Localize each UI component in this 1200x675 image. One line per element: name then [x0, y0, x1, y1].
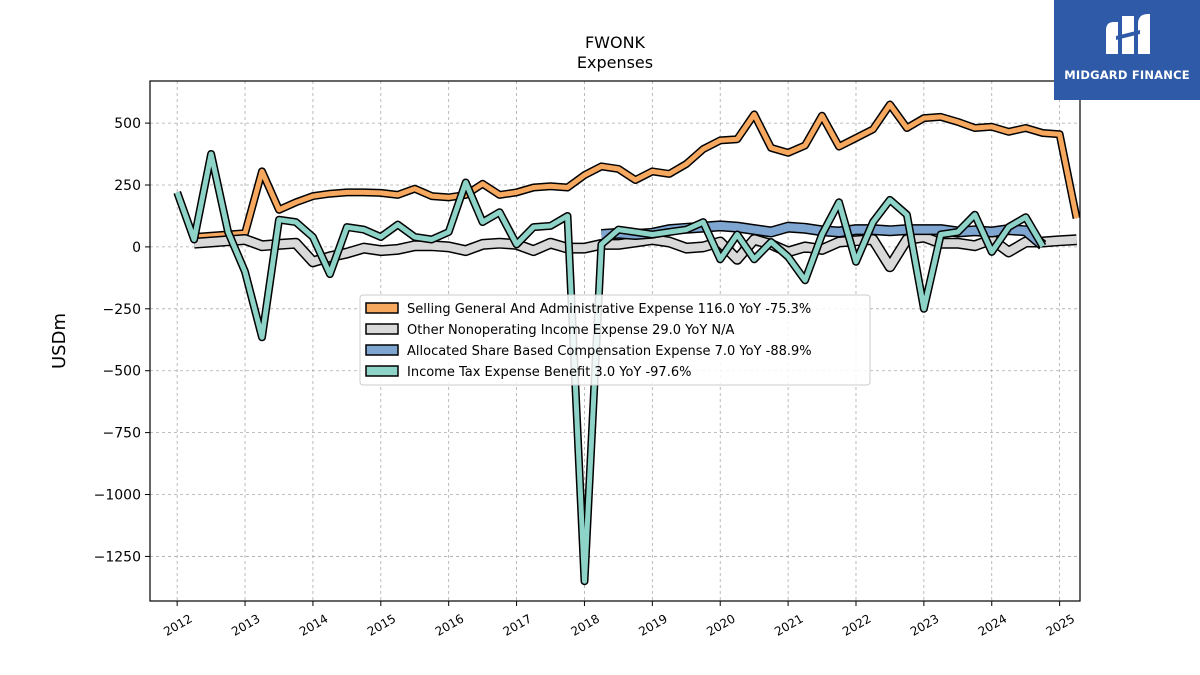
x-tick-label: 2012: [161, 611, 194, 638]
x-tick-label: 2014: [297, 611, 330, 638]
y-tick-label: −750: [103, 426, 141, 442]
plot-frame: [149, 80, 1081, 602]
legend-swatch: [365, 365, 399, 377]
x-tick-label: 2016: [433, 611, 466, 638]
x-tick-label: 2024: [976, 611, 1009, 638]
x-tick-label: 2019: [636, 611, 669, 638]
legend-entry-label: Other Nonoperating Income Expense 29.0 Y…: [407, 323, 735, 338]
midgard-m-logo-icon: [1106, 14, 1150, 54]
x-tick-label: 2021: [772, 611, 805, 638]
y-tick-label: 250: [114, 178, 141, 194]
x-tick-label: 2015: [365, 611, 398, 638]
legend-entry-label: Selling General And Administrative Expen…: [407, 302, 811, 317]
y-axis-label: USDm: [49, 313, 70, 369]
x-tick-label: 2023: [908, 611, 941, 638]
y-tick-label: 500: [114, 116, 141, 132]
series-line-selling-general-and-administrative-expense: [193, 102, 1080, 240]
x-tick-label: 2017: [501, 611, 534, 638]
series-layer: [173, 100, 1081, 586]
series-outline-selling-general-and-administrative-expense: [193, 100, 1081, 241]
y-tick-label: 0: [132, 240, 141, 256]
x-tick-label: 2018: [568, 611, 601, 638]
chart-title: FWONK: [585, 33, 646, 52]
series-line-income-tax-expense-benefit: [174, 151, 1045, 584]
x-tick-label: 2022: [840, 611, 873, 638]
logo-text: MIDGARD FINANCE: [1064, 68, 1190, 82]
legend-swatch: [365, 344, 399, 356]
legend-entry-label: Income Tax Expense Benefit 3.0 YoY -97.6…: [407, 365, 691, 380]
y-tick-label: −250: [103, 302, 141, 318]
legend-entry-label: Allocated Share Based Compensation Expen…: [407, 344, 812, 359]
legend-box: [359, 294, 871, 386]
y-tick-label: −1250: [94, 549, 141, 565]
legend-swatch: [365, 323, 399, 335]
midgard-finance-logo: MIDGARD FINANCE: [1054, 0, 1200, 100]
chart-subtitle: Expenses: [577, 53, 653, 72]
x-tick-label: 2013: [229, 611, 262, 638]
legend-swatch: [365, 302, 399, 314]
y-tick-label: −500: [103, 364, 141, 380]
legend: Selling General And Administrative Expen…: [359, 294, 871, 386]
x-tick-label: 2020: [704, 611, 737, 638]
y-tick-label: −1000: [94, 488, 141, 504]
x-tick-label: 2025: [1044, 611, 1077, 638]
